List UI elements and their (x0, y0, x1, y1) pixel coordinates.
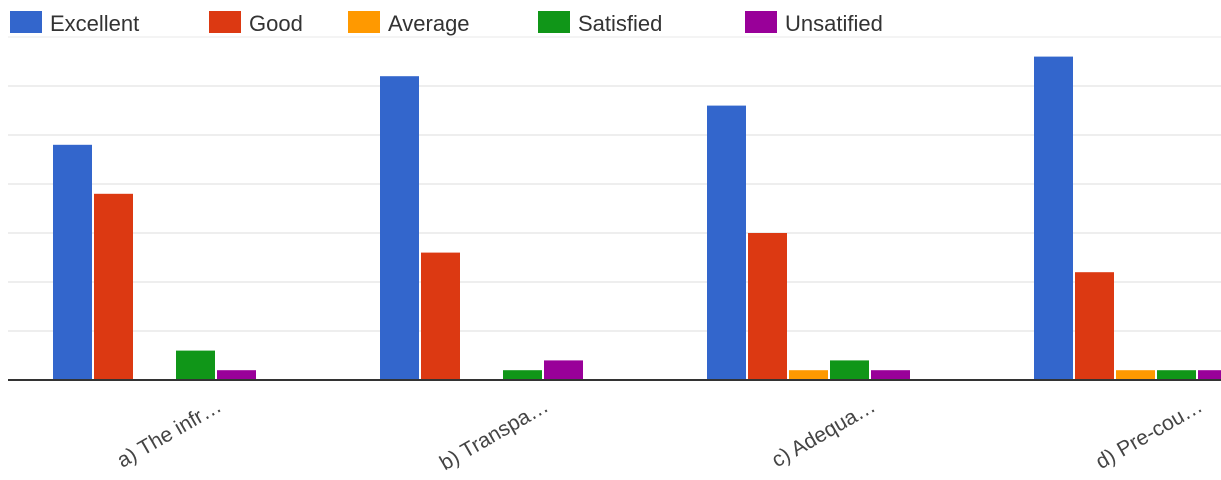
bar-good (748, 233, 787, 380)
bar-unsatified (544, 360, 583, 380)
bar-average (1116, 370, 1155, 380)
bar-unsatified (1198, 370, 1221, 380)
bars (53, 56, 1221, 380)
legend-swatch (10, 11, 42, 33)
bar-satisfied (176, 350, 215, 380)
bar-excellent (53, 144, 92, 380)
legend-swatch (348, 11, 380, 33)
gridlines (8, 36, 1221, 332)
bar-average (789, 370, 828, 380)
legend-swatch (209, 11, 241, 33)
bar-excellent (1034, 56, 1073, 380)
bar-satisfied (1157, 370, 1196, 380)
legend-label: Good (249, 11, 303, 36)
bar-unsatified (871, 370, 910, 380)
legend-label: Unsatified (785, 11, 883, 36)
legend-swatch (745, 11, 777, 33)
legend: Excellent Good Average Satisfied Unsatified (10, 11, 883, 36)
bar-good (94, 193, 133, 380)
bar-good (421, 252, 460, 380)
legend-label: Excellent (50, 11, 139, 36)
x-tick-label: b) Transpa… (436, 394, 553, 475)
x-tick-labels: a) The infr… b) Transpa… c) Adequa… d) Pre-… (113, 394, 1206, 475)
bar-satisfied (503, 370, 542, 380)
x-tick-label: d) Pre-cou… (1092, 394, 1207, 473)
bar-unsatified (217, 370, 256, 380)
bar-satisfied (830, 360, 869, 380)
x-tick-label: c) Adequa… (768, 394, 880, 472)
x-tick-label: a) The infr… (113, 394, 225, 472)
legend-label: Average (388, 11, 470, 36)
legend-swatch (538, 11, 570, 33)
bar-excellent (707, 105, 746, 380)
legend-label: Satisfied (578, 11, 662, 36)
bar-good (1075, 272, 1114, 380)
bar-excellent (380, 76, 419, 380)
